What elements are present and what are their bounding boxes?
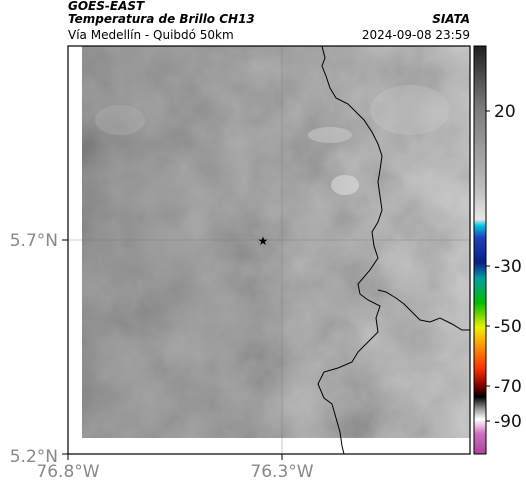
shading-overlay — [82, 46, 470, 438]
product-title: Temperatura de Brillo CH13 — [68, 12, 255, 26]
cloud-patch — [95, 105, 145, 135]
satellite-name: GOES-EAST — [68, 0, 145, 13]
star-icon: ★ — [258, 234, 269, 248]
cloud-patch — [370, 85, 450, 135]
colorbar-label: -90 — [494, 412, 522, 432]
location-label: Vía Medellín - Quibdó 50km — [68, 28, 234, 42]
department-boundary — [377, 289, 470, 331]
x-tick-label: 76.8°W — [36, 462, 99, 482]
colorbar-label: 20 — [494, 102, 516, 122]
x-tick-label: 76.3°W — [250, 462, 313, 482]
cloud-patch — [331, 175, 359, 195]
timestamp-label: 2024-09-08 23:59 — [361, 28, 470, 42]
department-boundary — [317, 46, 383, 454]
colorbar-label: -30 — [494, 257, 522, 277]
y-tick-label: 5.7°N — [10, 231, 58, 251]
map-border — [67, 45, 471, 455]
y-tick-label: 5.2°N — [10, 447, 58, 467]
colorbar-label: -70 — [494, 377, 522, 397]
cloud-patch — [308, 127, 352, 143]
colorbar-label: -50 — [494, 317, 522, 337]
colorbar — [474, 46, 486, 454]
organization-label: SIATA — [432, 12, 470, 26]
colorbar-border — [473, 45, 487, 455]
